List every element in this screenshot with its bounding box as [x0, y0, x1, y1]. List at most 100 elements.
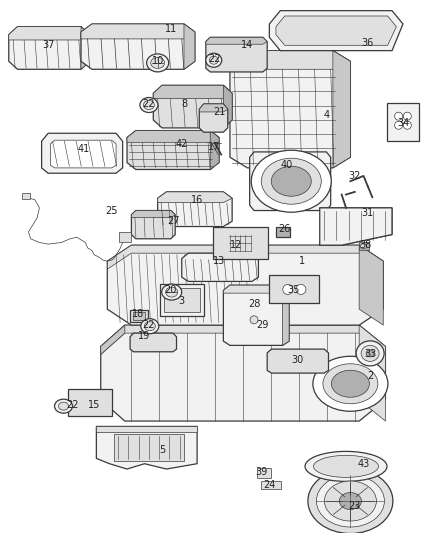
Bar — [164, 287, 200, 312]
Polygon shape — [96, 426, 197, 432]
Ellipse shape — [356, 341, 384, 366]
Ellipse shape — [403, 121, 411, 130]
Text: 1: 1 — [299, 256, 305, 266]
Ellipse shape — [395, 121, 403, 130]
Text: 12: 12 — [230, 240, 243, 250]
Polygon shape — [320, 208, 392, 245]
Polygon shape — [250, 152, 331, 211]
Text: 35: 35 — [287, 286, 300, 295]
Ellipse shape — [305, 451, 387, 481]
Bar — [22, 193, 30, 199]
Polygon shape — [9, 27, 90, 40]
Polygon shape — [184, 24, 195, 69]
Ellipse shape — [206, 53, 222, 67]
Text: 38: 38 — [360, 240, 372, 250]
Polygon shape — [114, 434, 184, 461]
Text: 23: 23 — [349, 502, 361, 511]
Text: 36: 36 — [362, 38, 374, 47]
Ellipse shape — [162, 284, 182, 300]
Polygon shape — [9, 27, 90, 69]
Polygon shape — [199, 104, 228, 132]
Polygon shape — [276, 16, 396, 45]
Polygon shape — [158, 192, 232, 227]
Polygon shape — [131, 211, 175, 239]
Ellipse shape — [151, 58, 165, 68]
Ellipse shape — [323, 364, 378, 404]
Ellipse shape — [250, 316, 258, 324]
Polygon shape — [107, 245, 383, 269]
Text: 25: 25 — [106, 206, 118, 215]
Text: 16: 16 — [191, 195, 203, 205]
Polygon shape — [127, 131, 219, 142]
Polygon shape — [223, 285, 289, 345]
Polygon shape — [101, 325, 125, 354]
Bar — [269, 276, 319, 303]
Text: 21: 21 — [213, 107, 225, 117]
Text: 22: 22 — [208, 54, 221, 63]
Ellipse shape — [366, 350, 374, 357]
Text: 33: 33 — [364, 350, 376, 359]
Text: 13: 13 — [213, 256, 225, 266]
Text: 40: 40 — [281, 160, 293, 170]
Polygon shape — [206, 37, 267, 72]
Text: 10: 10 — [152, 56, 164, 66]
Ellipse shape — [141, 319, 159, 334]
Bar — [261, 481, 281, 489]
Ellipse shape — [283, 285, 293, 294]
Polygon shape — [158, 192, 232, 203]
Polygon shape — [81, 24, 195, 39]
Ellipse shape — [144, 322, 155, 330]
Ellipse shape — [209, 56, 218, 64]
Ellipse shape — [325, 481, 376, 521]
Polygon shape — [130, 333, 177, 352]
Text: 22: 22 — [143, 99, 155, 109]
Text: 31: 31 — [362, 208, 374, 218]
Text: 19: 19 — [138, 331, 151, 341]
Ellipse shape — [271, 166, 311, 196]
Ellipse shape — [140, 98, 158, 112]
Ellipse shape — [147, 54, 169, 72]
Polygon shape — [81, 27, 90, 69]
Ellipse shape — [332, 370, 369, 397]
Text: 37: 37 — [42, 41, 54, 50]
Polygon shape — [206, 37, 267, 44]
Polygon shape — [269, 11, 403, 51]
Polygon shape — [50, 140, 116, 168]
Text: 22: 22 — [66, 400, 78, 410]
Ellipse shape — [314, 455, 378, 478]
Ellipse shape — [251, 150, 331, 212]
Ellipse shape — [313, 356, 388, 411]
Text: 3: 3 — [179, 296, 185, 306]
Polygon shape — [127, 131, 219, 169]
Text: 4: 4 — [323, 110, 329, 119]
Polygon shape — [267, 349, 328, 373]
Polygon shape — [131, 211, 175, 217]
Text: 15: 15 — [88, 400, 100, 410]
Polygon shape — [42, 133, 123, 173]
Bar — [359, 242, 368, 251]
Text: 8: 8 — [181, 99, 187, 109]
Text: 11: 11 — [165, 25, 177, 34]
Ellipse shape — [54, 399, 73, 413]
Text: 41: 41 — [77, 144, 89, 154]
Polygon shape — [81, 24, 195, 69]
Polygon shape — [223, 285, 289, 293]
Bar — [160, 284, 204, 316]
Polygon shape — [333, 51, 350, 168]
Polygon shape — [153, 85, 232, 128]
Text: 30: 30 — [292, 355, 304, 365]
Text: 27: 27 — [167, 216, 179, 226]
Polygon shape — [199, 104, 228, 112]
Bar — [276, 227, 290, 237]
Text: 28: 28 — [248, 299, 260, 309]
Text: 14: 14 — [241, 41, 254, 50]
Ellipse shape — [361, 345, 379, 361]
Text: 42: 42 — [176, 139, 188, 149]
Text: 20: 20 — [165, 286, 177, 295]
Polygon shape — [96, 426, 197, 469]
Polygon shape — [223, 85, 232, 128]
Text: 39: 39 — [256, 467, 268, 477]
Ellipse shape — [166, 287, 178, 297]
Bar — [257, 469, 271, 478]
Polygon shape — [230, 51, 350, 69]
